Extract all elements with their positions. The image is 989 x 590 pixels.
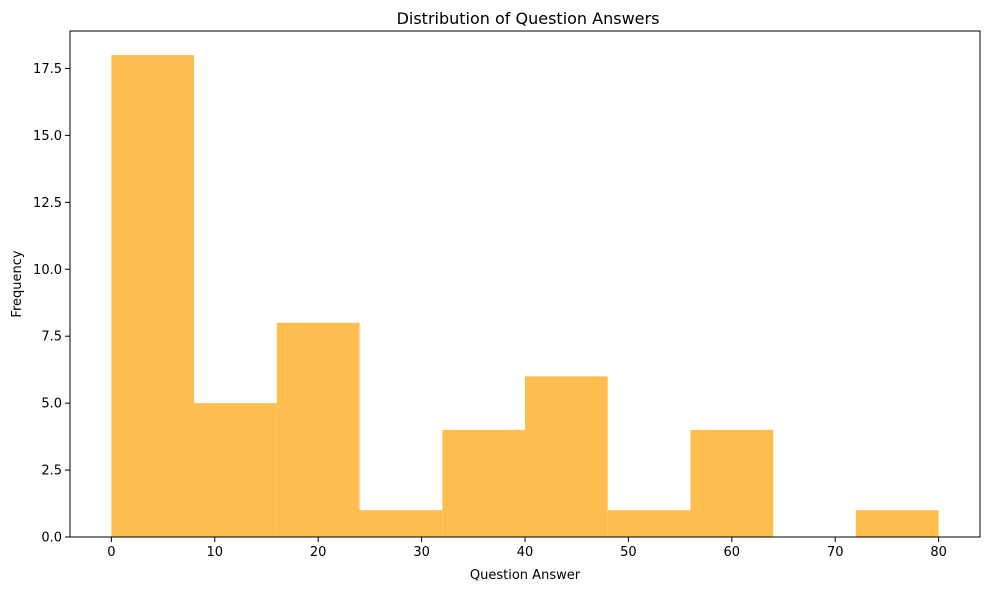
- histogram-bar-2: [276, 322, 360, 537]
- histogram-bar-3: [359, 510, 443, 537]
- histogram-bar-0: [111, 55, 195, 537]
- y-tick-label: 5.0: [41, 397, 62, 412]
- x-tick-label: 40: [517, 545, 534, 560]
- x-tick-label: 60: [724, 545, 741, 560]
- y-tick-label: 0.0: [41, 531, 62, 546]
- histogram-bar-9: [855, 510, 939, 537]
- x-tick-label: 10: [206, 545, 223, 560]
- histogram-bar-1: [194, 403, 277, 537]
- x-tick-label: 80: [930, 545, 947, 560]
- x-tick-label: 20: [310, 545, 327, 560]
- histogram-bar-4: [442, 429, 525, 537]
- x-tick-label: 70: [827, 545, 844, 560]
- y-axis-ticks: 0.0 2.5 5.0 7.5 10.0 12.5 15.0 17.5: [33, 62, 70, 546]
- histogram-bar-6: [607, 510, 691, 537]
- y-tick-label: 10.0: [33, 263, 62, 278]
- x-axis-title: Question Answer: [470, 568, 581, 583]
- bars-layer: [111, 55, 939, 537]
- histogram-bar-5: [525, 376, 608, 537]
- x-axis-ticks: 0 10 20 30 40 50 60 70 80: [107, 537, 947, 560]
- chart-title: Distribution of Question Answers: [397, 9, 660, 28]
- y-tick-label: 17.5: [33, 62, 62, 77]
- y-tick-label: 12.5: [33, 196, 62, 211]
- x-tick-label: 50: [620, 545, 637, 560]
- y-tick-label: 2.5: [41, 464, 62, 479]
- x-tick-label: 30: [413, 545, 430, 560]
- y-axis-title: Frequency: [10, 250, 25, 317]
- y-tick-label: 7.5: [41, 330, 62, 345]
- x-tick-label: 0: [107, 545, 115, 560]
- histogram-bar-7: [690, 429, 774, 537]
- y-tick-label: 15.0: [33, 129, 62, 144]
